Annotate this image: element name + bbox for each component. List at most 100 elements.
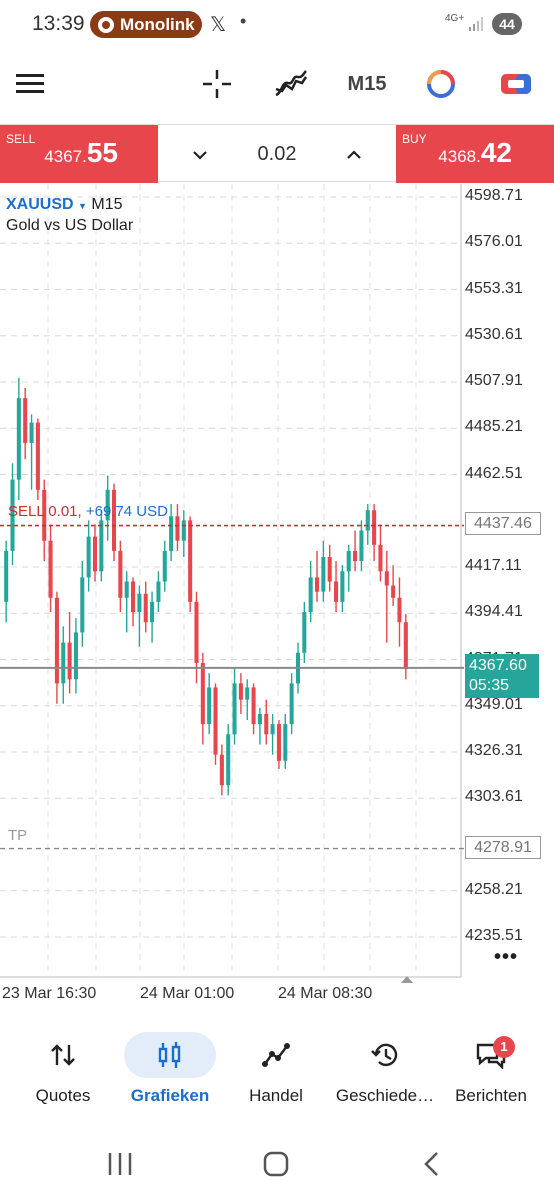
symbol-name[interactable]: XAUUSD <box>6 196 74 213</box>
y-tick-label: 4349.01 <box>465 695 523 713</box>
candle-body <box>124 581 129 598</box>
price-chart[interactable] <box>0 184 554 1014</box>
y-tick-label: 4394.41 <box>465 603 523 621</box>
charts-icon <box>124 1032 216 1078</box>
x-tick-label: 23 Mar 16:30 <box>2 985 97 1002</box>
indicators-icon[interactable] <box>272 55 310 113</box>
notification-pill[interactable]: Monolink <box>90 11 202 38</box>
nav-messages[interactable]: Berichten <box>436 1028 546 1118</box>
candle-body <box>23 398 28 443</box>
sell-price-main: 4367. <box>44 147 87 166</box>
candle-body <box>169 516 174 551</box>
buy-price-main: 4368. <box>438 147 481 166</box>
candle-body <box>289 683 294 725</box>
y-tick-label: 4258.21 <box>465 880 523 898</box>
nav-trade[interactable]: Handel <box>221 1028 331 1118</box>
y-tick-label: 4462.51 <box>465 464 523 482</box>
candle-body <box>226 734 231 786</box>
candle-body <box>302 612 307 653</box>
menu-icon[interactable] <box>14 55 46 113</box>
candle-body <box>257 713 262 725</box>
trade-icon[interactable] <box>498 55 534 113</box>
y-tick-label: 4417.11 <box>465 557 522 574</box>
candle-body <box>181 520 186 541</box>
chevron-down-icon <box>193 150 207 160</box>
system-navigation-bar <box>108 1151 438 1177</box>
clock-icon[interactable] <box>424 55 458 113</box>
nav-history[interactable]: Geschiede… <box>330 1028 440 1118</box>
candle-body <box>321 557 326 592</box>
volume-stepper: 0.02 <box>158 125 396 183</box>
sell-price: 4367.55 <box>44 137 118 169</box>
nav-charts-label: Grafieken <box>130 1086 210 1105</box>
candle-body <box>54 597 59 684</box>
candle-body <box>118 550 123 598</box>
recent-apps-button[interactable] <box>108 1153 132 1175</box>
y-tick-label: 4303.61 <box>465 788 523 806</box>
network-type-label: 4G+ <box>445 13 465 24</box>
candle-body <box>99 520 104 572</box>
candle-body <box>92 536 98 572</box>
more-options-icon[interactable]: ••• <box>494 946 519 968</box>
candle-body <box>270 724 275 735</box>
nav-quotes-label: Quotes <box>35 1086 91 1105</box>
status-time: 13:39 <box>32 12 85 35</box>
candle-body <box>48 540 53 598</box>
x-tick-label: 24 Mar 08:30 <box>278 985 373 1002</box>
candle-body <box>162 550 167 582</box>
home-button[interactable] <box>263 1151 289 1177</box>
status-bar: 13:39 Monolink 𝕏 • 4G+ 44 <box>0 0 554 50</box>
crosshair-icon[interactable] <box>200 55 234 113</box>
buy-price: 4368.42 <box>438 137 512 169</box>
candle-body <box>194 601 199 663</box>
candle-body <box>334 581 339 602</box>
candle-body <box>131 581 136 613</box>
chart-symbol: XAUUSD ▼ M15 <box>6 196 123 214</box>
y-tick-label: 4485.21 <box>465 418 523 436</box>
candle-body <box>73 632 78 680</box>
candle-body <box>251 687 256 725</box>
tp-label[interactable]: TP <box>8 827 28 844</box>
candle-body <box>4 550 9 602</box>
chevron-up-icon <box>347 149 361 159</box>
volume-increase-button[interactable] <box>346 144 362 165</box>
notification-dot: • <box>240 11 247 31</box>
y-tick-label: 4553.31 <box>465 279 523 297</box>
symbol-dropdown-icon[interactable]: ▼ <box>78 201 87 211</box>
candle-body <box>61 642 66 684</box>
candle-body <box>365 510 370 531</box>
bar-countdown: 05:35 <box>469 677 510 694</box>
candle-body <box>10 479 15 551</box>
volume-decrease-button[interactable] <box>192 144 208 165</box>
timeframe-button[interactable]: M15 <box>347 72 387 95</box>
current-price: 4367.60 <box>469 657 527 674</box>
symbol-timeframe: M15 <box>91 196 123 213</box>
candle-body <box>340 571 345 602</box>
candle-body <box>200 662 205 725</box>
sell-label: SELL <box>6 132 36 146</box>
chart-toolbar: M15 <box>0 55 554 113</box>
candle-body <box>86 536 91 578</box>
candle-body <box>105 489 110 521</box>
signal-icon <box>469 17 483 31</box>
volume-value[interactable]: 0.02 <box>257 142 297 165</box>
y-tick-label: 4598.71 <box>465 187 523 204</box>
nav-quotes[interactable]: Quotes <box>8 1028 118 1118</box>
sell-button[interactable]: SELL 4367.55 <box>0 125 158 183</box>
candle-body <box>35 422 40 490</box>
buy-label: BUY <box>402 132 427 146</box>
position-label[interactable]: SELL 0.01, +69.74 USD <box>8 503 168 520</box>
nav-messages-label: Berichten <box>455 1086 527 1105</box>
battery-icon: 44 <box>492 13 522 35</box>
back-button[interactable] <box>424 1152 438 1176</box>
x-tick-label: 24 Mar 01:00 <box>140 985 235 1002</box>
nav-charts[interactable]: Grafieken <box>115 1028 225 1118</box>
candle-body <box>137 593 142 613</box>
tp-price-tag: 4278.91 <box>465 836 541 859</box>
buy-button[interactable]: BUY 4368.42 <box>396 125 554 183</box>
symbol-description: Gold vs US Dollar <box>6 217 134 234</box>
y-tick-label: 4235.51 <box>465 927 523 944</box>
candle-body <box>150 601 155 623</box>
candle-body <box>238 683 243 700</box>
notification-app-label: Monolink <box>120 14 195 34</box>
